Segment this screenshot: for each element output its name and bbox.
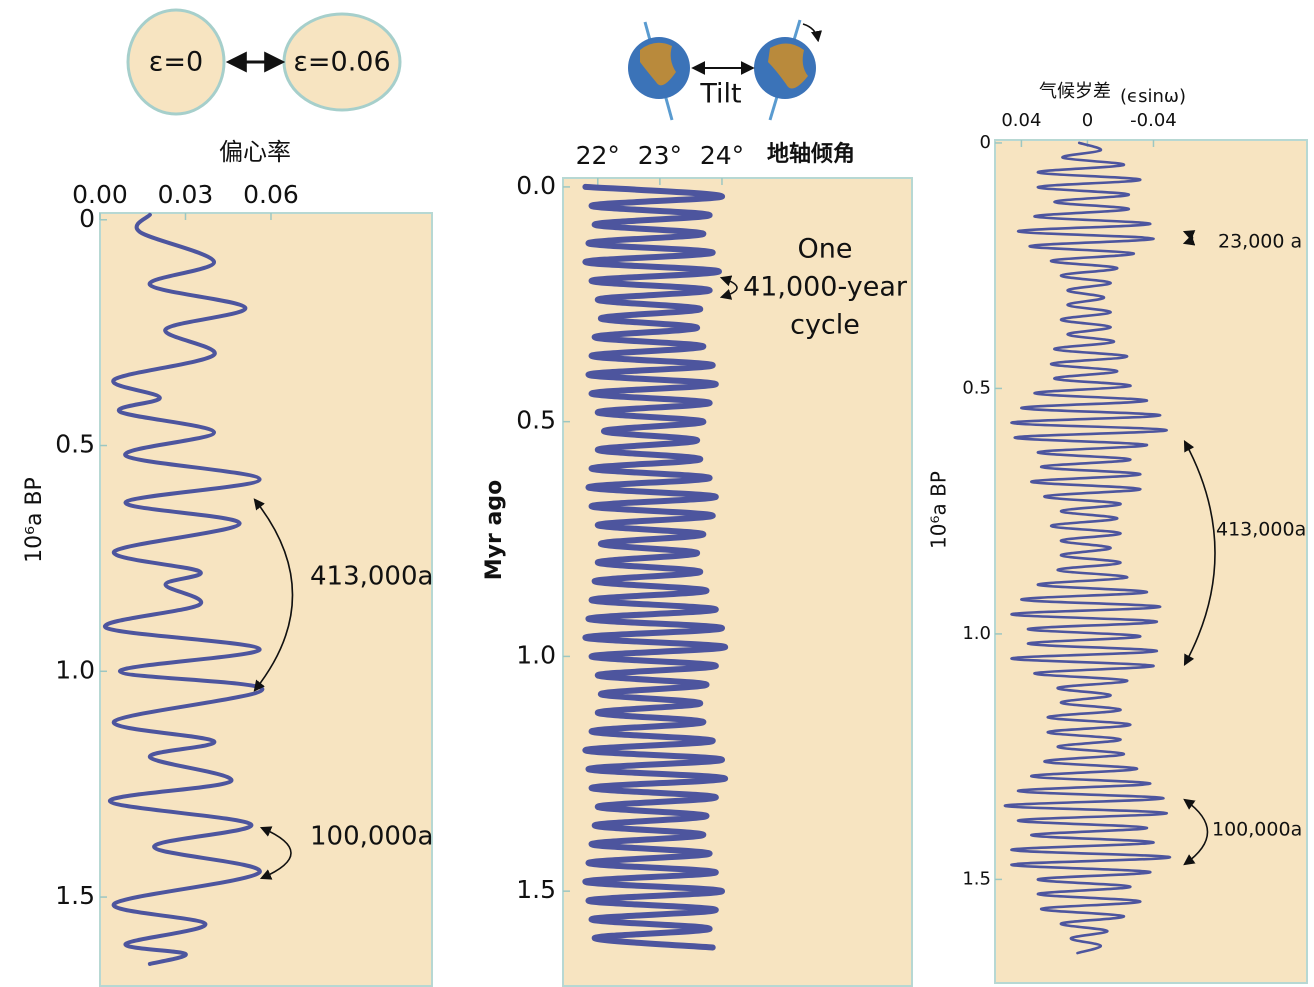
y-axis-title: 10⁶a BP [22, 477, 47, 563]
y-axis-title: 10⁶a BP [927, 471, 951, 549]
page: ε=0 ε=0.06 Tilt 0.0 0 0.03 0.06 0 0.5 1.0 1.5 偏心… [0, 0, 1314, 987]
globe [628, 22, 690, 120]
illustration-label: Tilt [699, 79, 741, 110]
y-tick-label: 1.0 [55, 655, 95, 684]
y-tick-label: 1.5 [55, 881, 95, 910]
illustration-label: ε=0 [149, 47, 203, 78]
x-axis-title: 地轴倾角 [767, 141, 855, 167]
x-axis-title: 偏心率 [219, 138, 291, 166]
y-tick-label: 1.0 [516, 640, 556, 669]
annotation: 413,000a [1216, 519, 1306, 541]
annotation: 41,000-year [743, 272, 908, 303]
y-tick-label: 0.5 [55, 430, 95, 459]
annotation: 23,000 a [1218, 231, 1302, 253]
x-tick-label: 0.06 [243, 180, 299, 209]
x-tick-label: 22° [576, 141, 620, 170]
y-tick-label: 1.0 [962, 623, 991, 644]
y-axis-title: Myr ago [482, 480, 507, 580]
y-tick-label: 1.5 [962, 868, 991, 889]
annotation: cycle [790, 310, 860, 341]
x-tick-label: 0.03 [158, 180, 214, 209]
x-axis-title: 气候岁差 [1039, 81, 1111, 102]
annotation: 100,000a [310, 822, 433, 852]
y-tick-label: 0.0 [516, 171, 556, 200]
y-tick-label: 0 [980, 132, 991, 153]
x-tick-label: 23° [638, 141, 682, 170]
annotation: One [798, 234, 853, 265]
annotation: 413,000a [310, 562, 433, 592]
y-tick-label: 0.5 [516, 406, 556, 435]
x-tick-label: 0.04 [1001, 110, 1041, 131]
figure: ε=0 ε=0.06 Tilt 0.0 0 0.03 0.06 0 0.5 1.0 1.5 偏心… [0, 0, 1314, 987]
annotation: 100,000a [1212, 819, 1302, 841]
globe [754, 20, 816, 120]
x-tick-label: 0 [1082, 110, 1093, 131]
y-tick-label: 0.5 [962, 377, 991, 398]
x-axis-note: (ϵsinω) [1120, 86, 1186, 107]
y-tick-label: 0 [79, 204, 95, 233]
illustration-label: ε=0.06 [293, 47, 390, 78]
y-tick-label: 1.5 [516, 875, 556, 904]
x-tick-label: -0.04 [1130, 110, 1177, 131]
plot-area [100, 213, 432, 986]
x-tick-label: 24° [700, 141, 744, 170]
